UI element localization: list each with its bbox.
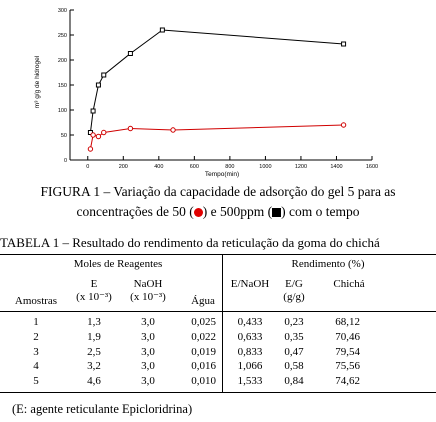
data-point xyxy=(95,82,101,88)
cell-e: 1,3 xyxy=(87,316,101,328)
caption-text-a: concentrações de 50 ( xyxy=(76,204,194,219)
header-e-naoh: E/NaOH xyxy=(230,278,270,290)
y-tick-label: 200 xyxy=(58,58,67,64)
cell-eg: 0,47 xyxy=(284,345,304,358)
x-tick-label: 800 xyxy=(225,164,234,170)
data-point xyxy=(341,41,347,47)
y-tick-label: 100 xyxy=(58,108,67,114)
cell-e-naoh: 1,066 xyxy=(237,360,263,373)
x-tick-label: 1600 xyxy=(366,164,378,170)
header-eg-top: E/G xyxy=(285,278,303,290)
header-chicha: Chichá xyxy=(333,278,365,290)
cell-e-naoh: 0,833 xyxy=(237,345,263,358)
cell-eg: 0,58 xyxy=(284,360,304,373)
table-vertical-divider xyxy=(222,254,223,392)
cell-e-naoh: 0,433 xyxy=(237,316,263,328)
red-circle-legend-icon xyxy=(193,208,203,217)
cell-e-naoh: 1,533 xyxy=(237,375,263,388)
data-point xyxy=(90,132,96,138)
table-header-rule xyxy=(0,311,436,312)
cell-amostra: 2 xyxy=(33,330,39,343)
cell-naoh: 3,0 xyxy=(141,316,155,328)
header-group-moles: Moles de Reagentes xyxy=(73,258,163,270)
header-e-top: E xyxy=(90,278,98,290)
header-e-bottom: (x 10⁻³) xyxy=(76,291,112,303)
x-tick-label: 0 xyxy=(86,164,89,170)
cell-e: 1,9 xyxy=(87,330,101,343)
cell-chicha: 68,12 xyxy=(335,316,360,328)
data-point xyxy=(90,108,96,114)
cell-naoh: 3,0 xyxy=(141,360,155,373)
cell-agua: 0,025 xyxy=(191,316,216,328)
header-naoh-bottom: (x 10⁻³) xyxy=(130,291,166,303)
data-point xyxy=(340,122,347,128)
y-axis-ticks: 0 50 100 150 200 250 300 xyxy=(58,8,74,164)
header-eg-bottom: (g/g) xyxy=(283,291,305,303)
data-point xyxy=(101,129,107,136)
header-naoh-top: NaOH xyxy=(133,278,163,290)
series-line-500ppm xyxy=(89,29,344,133)
y-tick-label: 150 xyxy=(58,83,67,89)
figure-caption-line-2: concentrações de 50 ( ) e 500ppm ( ) com o… xyxy=(0,203,436,220)
cell-eg: 0,23 xyxy=(284,316,304,328)
y-tick-label: 0 xyxy=(64,158,67,164)
figure-caption-line-1: FIGURA 1 – Variação da capacidade de ads… xyxy=(40,184,396,199)
x-tick-label: 400 xyxy=(154,164,163,170)
header-amostras: Amostras xyxy=(14,295,58,307)
cell-e: 3,2 xyxy=(87,360,101,373)
header-group-rendimento: Rendimento (%) xyxy=(291,258,365,270)
data-point xyxy=(87,146,94,152)
x-axis-ticks: 0 200 400 600 800 1000 1200 1400 1600 xyxy=(86,156,378,170)
y-tick-label: 300 xyxy=(58,8,67,14)
data-point xyxy=(159,27,165,33)
table-top-rule xyxy=(0,254,436,255)
cell-amostra: 4 xyxy=(33,360,39,373)
x-tick-label: 200 xyxy=(119,164,128,170)
table-note: (E: agente reticulante Epicloridrina) xyxy=(12,402,193,416)
cell-agua: 0,022 xyxy=(191,330,216,343)
cell-amostra: 1 xyxy=(33,316,39,328)
cell-chicha: 75,56 xyxy=(335,360,360,373)
series-markers xyxy=(87,27,347,152)
y-tick-label: 50 xyxy=(61,133,67,139)
x-tick-label: 1200 xyxy=(295,164,307,170)
caption-text-c: ) com o tempo xyxy=(281,204,360,219)
x-tick-label: 1000 xyxy=(259,164,271,170)
cell-agua: 0,016 xyxy=(191,360,216,373)
cell-chicha: 74,62 xyxy=(335,375,360,388)
header-agua: Água xyxy=(191,295,215,307)
cell-naoh: 3,0 xyxy=(141,345,155,358)
x-axis-label: Tempo(min) xyxy=(205,171,239,178)
cell-eg: 0,84 xyxy=(284,375,304,388)
cell-agua: 0,019 xyxy=(191,345,216,358)
data-point xyxy=(127,51,133,56)
table-title: TABELA 1 – Resultado do rendimento da re… xyxy=(0,235,380,250)
data-point xyxy=(95,133,102,140)
chart-axes xyxy=(69,10,372,161)
cell-chicha: 70,46 xyxy=(335,330,360,343)
table-bottom-rule xyxy=(0,392,436,393)
series-lines xyxy=(89,29,344,150)
adsorption-chart: 0 50 100 150 200 250 300 0 200 400 600 800 1000 1200… xyxy=(34,8,378,178)
x-tick-label: 1400 xyxy=(330,164,342,170)
cell-naoh: 3,0 xyxy=(141,330,155,343)
cell-naoh: 3,0 xyxy=(141,375,155,388)
cell-e-naoh: 0,633 xyxy=(237,330,263,343)
cell-e: 2,5 xyxy=(87,345,101,358)
black-square-legend-icon xyxy=(272,208,282,217)
data-point xyxy=(101,72,107,78)
cell-agua: 0,010 xyxy=(191,375,216,388)
cell-e: 4,6 xyxy=(87,375,101,388)
data-point xyxy=(127,125,134,132)
data-point xyxy=(170,127,176,133)
cell-eg: 0,35 xyxy=(284,330,304,343)
y-axis-label: m³ g/g de hidrogel xyxy=(34,55,41,108)
x-tick-label: 600 xyxy=(190,164,199,170)
caption-text-b: ) e 500ppm ( xyxy=(202,204,273,219)
cell-amostra: 3 xyxy=(33,345,39,358)
cell-chicha: 79,54 xyxy=(335,345,360,358)
y-tick-label: 250 xyxy=(58,33,67,39)
cell-amostra: 5 xyxy=(33,375,39,388)
